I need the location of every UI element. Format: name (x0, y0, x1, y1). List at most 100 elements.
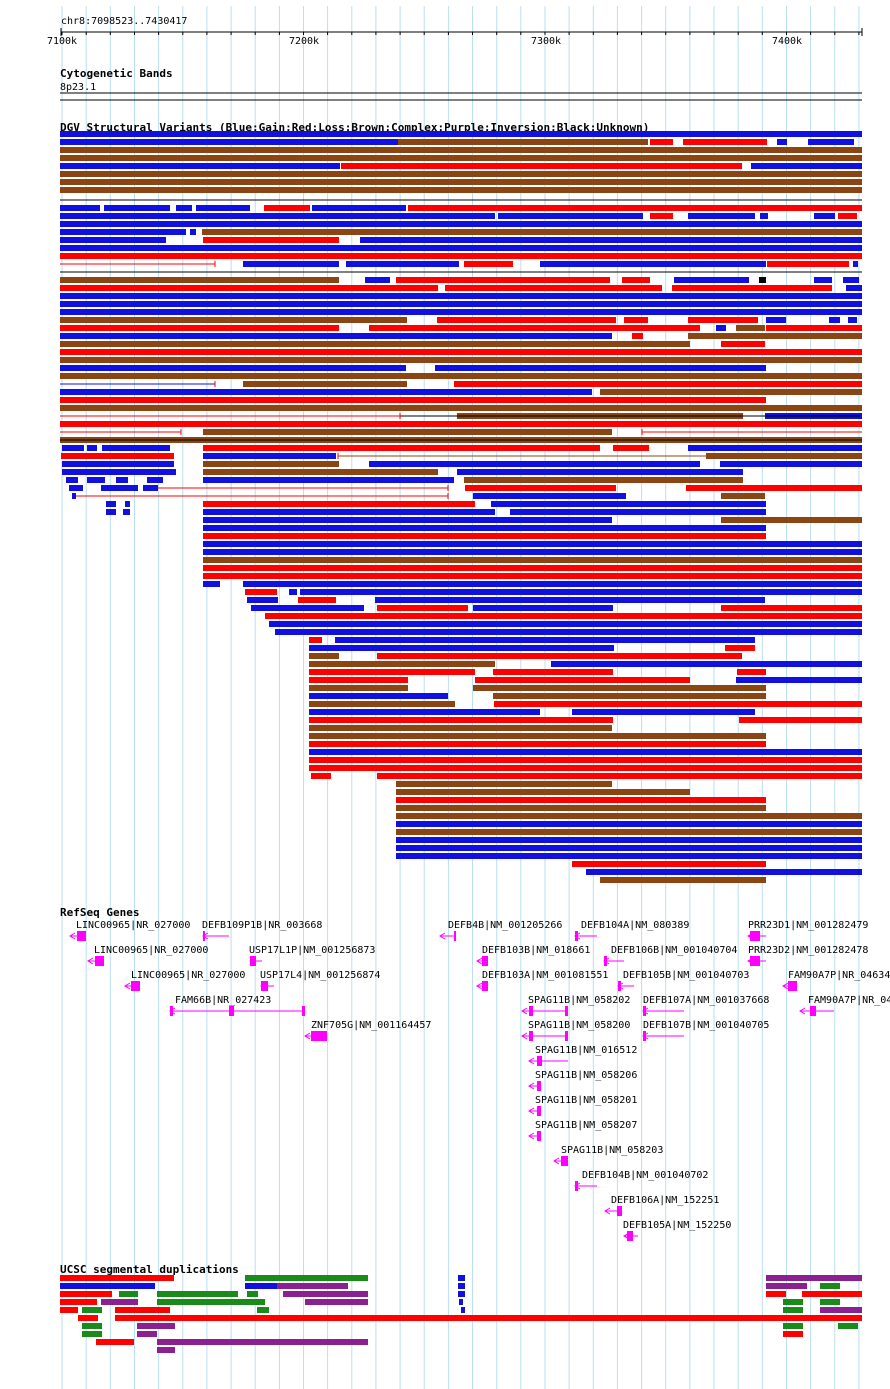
dgv-loss-feature[interactable] (624, 317, 648, 323)
dgv-gain-feature[interactable] (62, 469, 176, 475)
segdup-purple-feature[interactable] (157, 1347, 175, 1353)
dgv-loss-feature[interactable] (445, 285, 662, 291)
gene-label[interactable]: USP17L1P|NM_001256873 (249, 945, 375, 956)
dgv-gain-feature[interactable] (87, 445, 97, 451)
dgv-gain-feature[interactable] (510, 509, 766, 515)
dgv-gain-feature[interactable] (60, 293, 862, 299)
segdup-red-feature[interactable] (60, 1299, 97, 1305)
dgv-loss-feature[interactable] (721, 341, 765, 347)
dgv-gain-feature[interactable] (360, 237, 862, 243)
gene-label[interactable]: FAM90A7P|NR_04634 (788, 970, 890, 981)
dgv-loss-feature[interactable] (203, 565, 862, 571)
dgv-complex-feature[interactable] (309, 653, 339, 659)
dgv-gain-feature[interactable] (551, 661, 862, 667)
dgv-gain-feature[interactable] (720, 461, 862, 467)
dgv-gain-feature[interactable] (808, 139, 854, 145)
dgv-gain-feature[interactable] (396, 853, 862, 859)
dgv-gain-feature[interactable] (760, 213, 768, 219)
dgv-gain-feature[interactable] (143, 485, 158, 491)
dgv-gain-feature[interactable] (106, 501, 116, 507)
dgv-loss-feature[interactable] (61, 453, 174, 459)
dgv-gain-feature[interactable] (60, 221, 862, 227)
segdup-red-feature[interactable] (802, 1291, 862, 1297)
dgv-loss-feature[interactable] (369, 325, 700, 331)
segdup-purple-feature[interactable] (283, 1291, 368, 1297)
gene-label[interactable]: SPAG11B|NM_058207 (535, 1120, 637, 1131)
dgv-complex-feature[interactable] (309, 725, 612, 731)
gene-label[interactable]: DEFB106A|NM_152251 (611, 1195, 719, 1206)
dgv-gain-feature[interactable] (104, 205, 170, 211)
dgv-gain-feature[interactable] (102, 445, 170, 451)
dgv-gain-feature[interactable] (269, 621, 862, 627)
dgv-loss-feature[interactable] (408, 205, 862, 211)
segdup-purple-feature[interactable] (157, 1339, 368, 1345)
dgv-loss-feature[interactable] (377, 773, 862, 779)
dgv-loss-feature[interactable] (437, 317, 616, 323)
dgv-gain-feature[interactable] (309, 709, 540, 715)
dgv-gain-feature[interactable] (473, 493, 626, 499)
dgv-loss-feature[interactable] (60, 253, 862, 259)
segdup-red-feature[interactable] (60, 1307, 78, 1313)
dgv-complex-feature[interactable] (60, 155, 862, 161)
gene-exon[interactable] (643, 1031, 646, 1041)
dgv-loss-feature[interactable] (396, 277, 610, 283)
dgv-gain-feature[interactable] (540, 261, 766, 267)
dgv-gain-feature[interactable] (375, 597, 765, 603)
dgv-loss-feature[interactable] (203, 533, 766, 539)
dgv-complex-feature[interactable] (309, 661, 495, 667)
dgv-complex-feature[interactable] (396, 789, 690, 795)
dgv-complex-feature[interactable] (600, 877, 766, 883)
dgv-gain-feature[interactable] (365, 277, 390, 283)
dgv-gain-feature[interactable] (473, 605, 613, 611)
gene-exon[interactable] (302, 1006, 305, 1016)
segdup-red-feature[interactable] (60, 1275, 174, 1281)
dgv-gain-feature[interactable] (60, 213, 495, 219)
dgv-gain-feature[interactable] (586, 869, 862, 875)
gene-label[interactable]: USP17L4|NM_001256874 (260, 970, 380, 981)
dgv-loss-feature[interactable] (264, 205, 310, 211)
dgv-complex-feature[interactable] (60, 277, 339, 283)
gene-exon[interactable] (537, 1081, 541, 1091)
segdup-green-feature[interactable] (157, 1291, 238, 1297)
dgv-gain-feature[interactable] (60, 365, 406, 371)
dgv-loss-feature[interactable] (309, 757, 862, 763)
dgv-complex-feature[interactable] (203, 461, 339, 467)
dgv-gain-feature[interactable] (60, 229, 186, 235)
segdup-blue-feature[interactable] (245, 1283, 277, 1289)
dgv-gain-feature[interactable] (60, 237, 166, 243)
segdup-green-feature[interactable] (157, 1299, 265, 1305)
gene-label[interactable]: DEFB107B|NM_001040705 (643, 1020, 769, 1031)
segdup-purple-feature[interactable] (137, 1331, 157, 1337)
segdup-blue-feature[interactable] (458, 1291, 465, 1297)
gene-exon[interactable] (229, 1006, 234, 1016)
segdup-green-feature[interactable] (783, 1307, 803, 1313)
dgv-loss-feature[interactable] (683, 139, 767, 145)
dgv-gain-feature[interactable] (203, 477, 454, 483)
segdup-red-feature[interactable] (78, 1315, 98, 1321)
dgv-gain-feature[interactable] (125, 501, 130, 507)
dgv-gain-feature[interactable] (60, 131, 862, 137)
gene-exon[interactable] (537, 1106, 541, 1116)
gene-exon[interactable] (565, 1006, 568, 1016)
dgv-complex-feature[interactable] (493, 693, 766, 699)
segdup-purple-feature[interactable] (766, 1283, 807, 1289)
dgv-features[interactable] (60, 131, 862, 883)
gene-exon[interactable] (482, 981, 488, 991)
gene-exon[interactable] (643, 1006, 646, 1016)
gene-label[interactable]: DEFB104B|NM_001040702 (582, 1170, 708, 1181)
segdup-blue-feature[interactable] (60, 1283, 155, 1289)
gene-exon[interactable] (170, 1006, 173, 1016)
dgv-gain-feature[interactable] (203, 509, 495, 515)
dgv-gain-feature[interactable] (300, 589, 862, 595)
dgv-gain-feature[interactable] (251, 605, 364, 611)
dgv-gain-feature[interactable] (203, 517, 612, 523)
dgv-loss-feature[interactable] (309, 669, 475, 675)
dgv-gain-feature[interactable] (716, 325, 726, 331)
gene-label[interactable]: FAM90A7P|NR_04 (808, 995, 890, 1006)
gene-label[interactable]: PRR23D2|NM_001282478 (748, 945, 868, 956)
dgv-gain-feature[interactable] (116, 477, 128, 483)
dgv-gain-feature[interactable] (66, 477, 78, 483)
dgv-gain-feature[interactable] (335, 637, 755, 643)
dgv-complex-feature[interactable] (473, 685, 766, 691)
cytoband-track[interactable]: Cytogenetic Bands 8p23.1 (60, 67, 862, 101)
